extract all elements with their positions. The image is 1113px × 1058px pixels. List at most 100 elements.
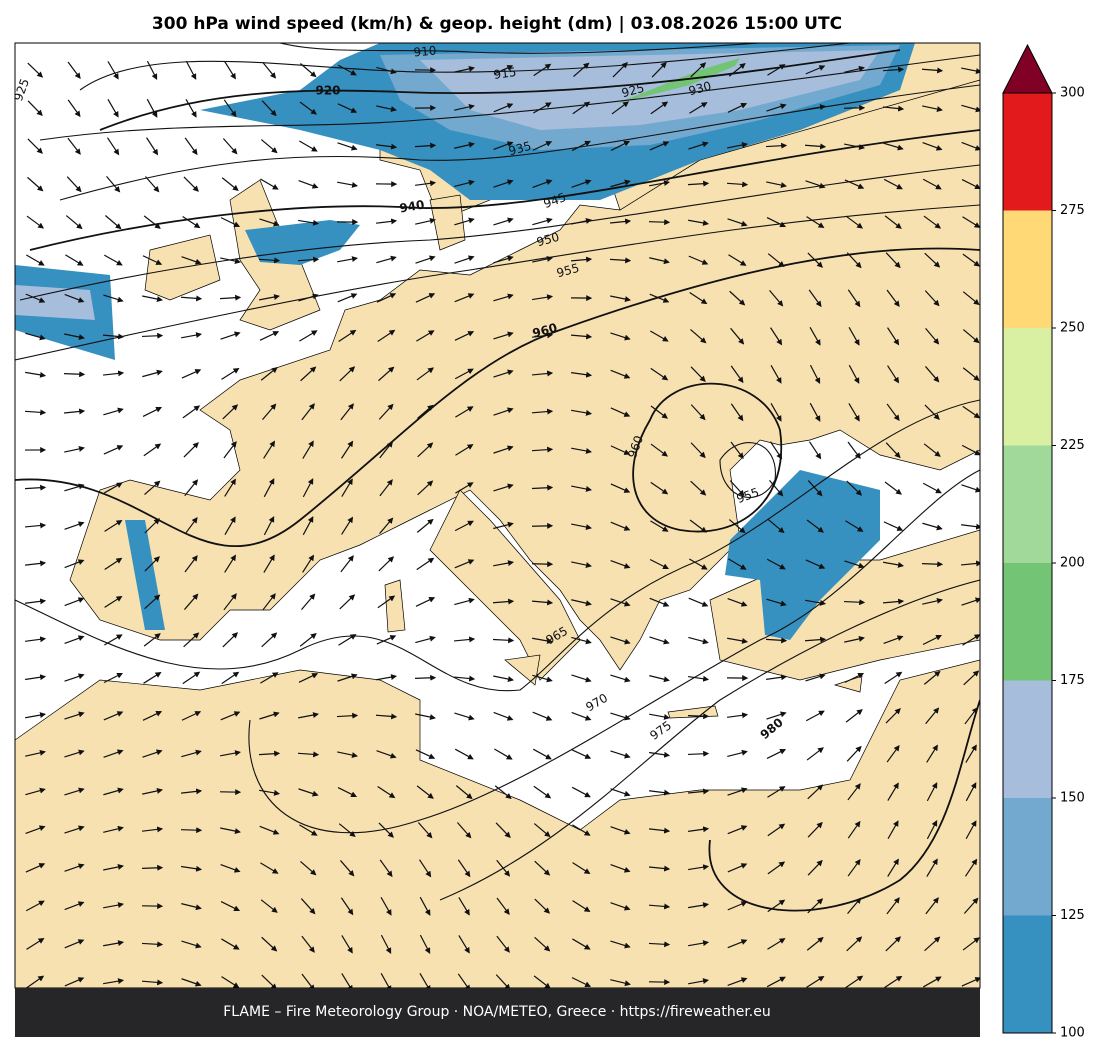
- wind-arrow: [648, 941, 671, 948]
- wind-arrow: [883, 178, 903, 190]
- wind-arrow: [962, 253, 980, 267]
- wind-arrow: [649, 141, 670, 151]
- wind-arrow: [767, 786, 786, 798]
- wind-arrow: [845, 709, 863, 723]
- wind-arrow: [454, 255, 475, 264]
- wind-arrow: [65, 215, 83, 230]
- wind-arrow: [844, 65, 865, 73]
- wind-arrow: [962, 405, 980, 419]
- wind-arrow: [923, 670, 941, 685]
- wind-arrow: [532, 217, 553, 226]
- wind-arrow: [687, 750, 710, 757]
- wind-arrow: [887, 327, 900, 346]
- wind-arrow: [965, 744, 977, 763]
- wind-arrow: [690, 366, 706, 383]
- wind-arrow: [688, 826, 710, 833]
- wind-arrow: [376, 143, 398, 150]
- wind-arrow: [845, 975, 864, 988]
- wind-arrow: [183, 593, 199, 610]
- wind-arrow: [885, 252, 901, 269]
- wind-arrow: [571, 636, 592, 645]
- wind-arrow: [688, 940, 710, 947]
- wind-arrow: [104, 557, 123, 571]
- wind-arrow: [184, 479, 199, 497]
- wind-arrow: [143, 215, 161, 229]
- wind-arrow: [610, 559, 631, 569]
- wind-arrow: [610, 940, 631, 949]
- wind-arrow: [340, 897, 354, 916]
- colorbar-segment: [1003, 798, 1052, 916]
- wind-arrow: [687, 788, 710, 795]
- wind-arrow: [64, 521, 85, 530]
- wind-arrow: [419, 934, 431, 954]
- wind-arrow: [767, 64, 786, 76]
- wind-arrow: [926, 744, 938, 763]
- wind-arrow: [415, 749, 436, 759]
- wind-arrow: [221, 368, 240, 380]
- wind-arrow: [337, 103, 358, 113]
- wind-arrow: [884, 671, 903, 685]
- colorbar-segment: [1003, 563, 1052, 681]
- wind-arrow: [416, 785, 434, 799]
- wind-arrow: [454, 712, 475, 721]
- wind-arrow: [963, 897, 979, 914]
- wind-arrow: [298, 712, 320, 719]
- wind-arrow: [765, 637, 788, 644]
- wind-arrow: [766, 181, 787, 189]
- wind-arrow: [923, 976, 942, 988]
- wind-arrow: [259, 294, 280, 301]
- wind-arrow: [769, 289, 784, 307]
- wind-arrow: [221, 976, 240, 988]
- wind-arrow: [687, 713, 710, 720]
- wind-arrow: [650, 520, 669, 532]
- wind-arrow: [532, 637, 554, 644]
- wind-arrow: [258, 257, 281, 264]
- wind-arrow: [690, 442, 706, 459]
- colorbar: 100 125 150 175 200 225 250 275 300: [1002, 43, 1085, 1041]
- wind-arrow: [337, 293, 358, 303]
- wind-arrow: [25, 371, 47, 378]
- wind-arrow: [25, 712, 47, 719]
- wind-arrow: [804, 143, 827, 150]
- wind-arrow: [27, 62, 44, 78]
- wind-arrow: [571, 561, 592, 569]
- wind-arrow: [27, 138, 43, 154]
- wind-arrow: [25, 787, 46, 796]
- wind-arrow: [415, 255, 436, 264]
- wind-arrow: [142, 749, 163, 758]
- wind-arrow: [770, 327, 783, 346]
- wind-arrow: [767, 899, 786, 913]
- wind-arrow: [965, 820, 977, 840]
- wind-arrow: [64, 673, 85, 682]
- wind-arrow: [64, 711, 85, 720]
- wind-arrow: [847, 858, 861, 877]
- wind-arrow: [887, 782, 899, 801]
- wind-arrow: [961, 104, 980, 113]
- wind-arrow: [341, 478, 353, 497]
- colorbar-segment: [1003, 445, 1052, 563]
- wind-arrow: [809, 327, 821, 346]
- wind-arrow: [25, 674, 47, 681]
- wind-arrow: [727, 825, 748, 835]
- wind-arrow: [571, 599, 592, 607]
- wind-arrow: [809, 364, 821, 384]
- wind-arrow: [102, 370, 125, 377]
- wind-arrow: [298, 293, 319, 302]
- wind-arrow: [531, 332, 554, 339]
- wind-arrow: [883, 561, 905, 568]
- wind-arrow: [417, 442, 434, 458]
- wind-arrow: [650, 101, 669, 115]
- wind-arrow: [301, 935, 315, 953]
- colorbar-segment: [1003, 328, 1052, 446]
- wind-arrow: [221, 938, 240, 950]
- wind-arrow: [650, 367, 669, 381]
- wind-arrow: [375, 713, 398, 720]
- wind-arrow: [767, 519, 785, 534]
- wind-arrow: [376, 635, 397, 645]
- wind-arrow: [181, 978, 202, 987]
- contour-label: 930: [687, 79, 713, 98]
- wind-arrow: [141, 864, 164, 871]
- wind-arrow: [805, 180, 826, 189]
- wind-arrow: [650, 481, 669, 495]
